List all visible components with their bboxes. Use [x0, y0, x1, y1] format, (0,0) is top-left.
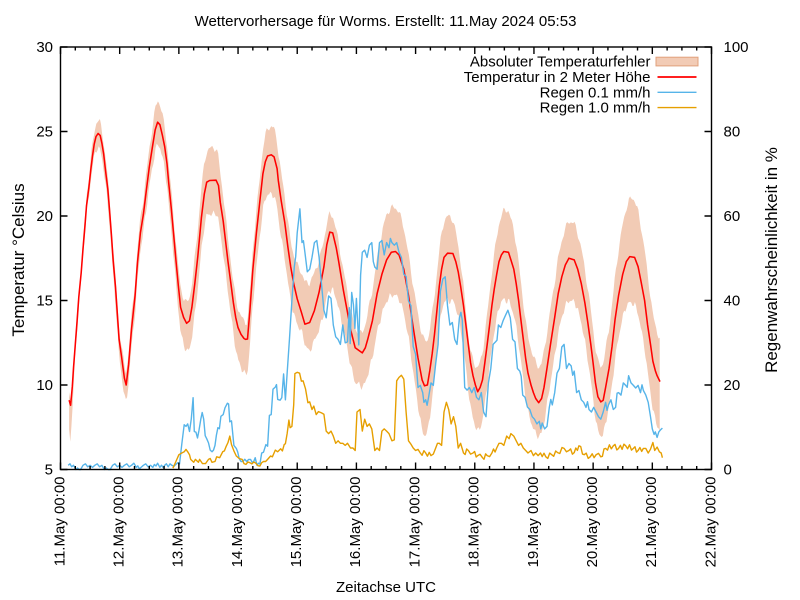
svg-text:20: 20 [36, 208, 53, 225]
svg-text:25: 25 [36, 124, 53, 141]
svg-text:12.May 00:00: 12.May 00:00 [111, 477, 128, 568]
svg-text:100: 100 [724, 39, 749, 56]
svg-text:Regen 0.1 mm/h: Regen 0.1 mm/h [540, 84, 651, 101]
svg-text:5: 5 [45, 462, 53, 479]
svg-text:Temperatur in 2 Meter Höhe: Temperatur in 2 Meter Höhe [464, 69, 651, 86]
svg-text:15: 15 [36, 293, 53, 310]
svg-text:19.May 00:00: 19.May 00:00 [525, 477, 542, 568]
svg-text:20.May 00:00: 20.May 00:00 [584, 477, 601, 568]
svg-text:14.May 00:00: 14.May 00:00 [229, 477, 246, 568]
svg-text:40: 40 [724, 293, 741, 310]
svg-text:18.May 00:00: 18.May 00:00 [466, 477, 483, 568]
svg-text:21.May 00:00: 21.May 00:00 [643, 477, 660, 568]
svg-text:22.May 00:00: 22.May 00:00 [702, 477, 719, 568]
svg-text:80: 80 [724, 124, 741, 141]
svg-text:20: 20 [724, 377, 741, 394]
svg-text:30: 30 [36, 39, 53, 56]
svg-text:Absoluter Temperaturfehler: Absoluter Temperaturfehler [470, 54, 651, 71]
svg-text:Zeitachse UTC: Zeitachse UTC [336, 579, 436, 596]
svg-text:13.May 00:00: 13.May 00:00 [170, 477, 187, 568]
svg-text:10: 10 [36, 377, 53, 394]
svg-text:11.May 00:00: 11.May 00:00 [51, 477, 68, 567]
svg-text:Regen 1.0 mm/h: Regen 1.0 mm/h [540, 100, 651, 117]
svg-text:Wettervorhersage für Worms. Er: Wettervorhersage für Worms. Erstellt: 11… [195, 13, 577, 30]
svg-text:0: 0 [724, 462, 732, 479]
svg-text:Temperatur °Celsius: Temperatur °Celsius [9, 183, 28, 336]
svg-text:60: 60 [724, 208, 741, 225]
svg-text:17.May 00:00: 17.May 00:00 [406, 477, 423, 568]
svg-text:Regenwahrscheinlichkeit in %: Regenwahrscheinlichkeit in % [762, 147, 781, 373]
svg-text:15.May 00:00: 15.May 00:00 [288, 477, 305, 568]
svg-text:16.May 00:00: 16.May 00:00 [347, 477, 364, 568]
